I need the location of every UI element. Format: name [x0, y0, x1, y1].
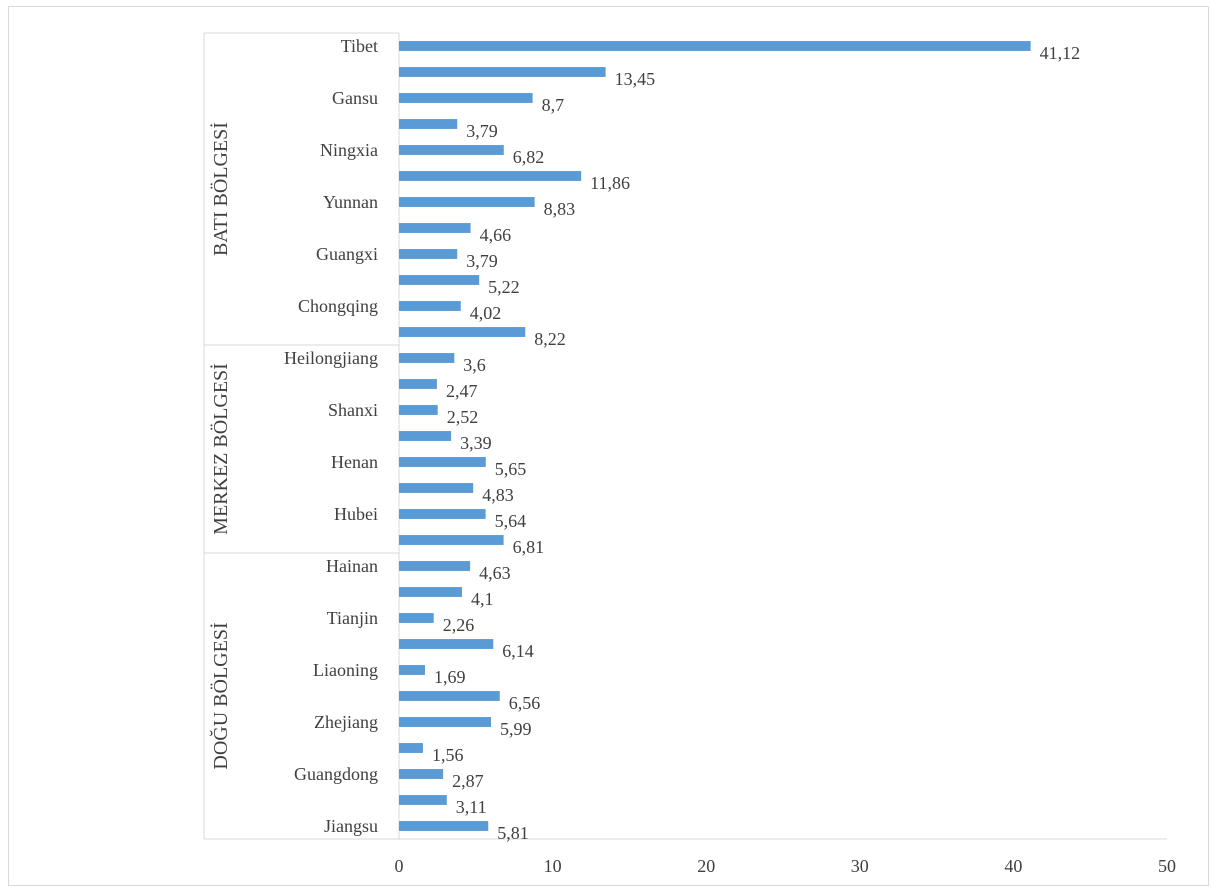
group-label: MERKEZ BÖLGESİ [209, 363, 232, 535]
data-label: 6,82 [513, 147, 545, 167]
data-label: 4,83 [482, 485, 514, 505]
data-label: 1,69 [434, 667, 466, 687]
bar [399, 691, 500, 701]
category-label: Heilongjiang [284, 348, 378, 368]
category-label: Tianjin [327, 608, 378, 628]
category-label: Hubei [334, 504, 378, 524]
category-label: Ningxia [320, 140, 378, 160]
data-label: 3,79 [466, 251, 498, 271]
category-label: Chongqing [298, 296, 378, 316]
bar [399, 535, 504, 545]
x-tick-label: 40 [1004, 856, 1022, 876]
category-label: Gansu [332, 88, 378, 108]
bar [399, 795, 447, 805]
bar [399, 457, 486, 467]
x-tick-label: 20 [697, 856, 715, 876]
data-label: 41,12 [1040, 43, 1081, 63]
data-label: 6,81 [513, 537, 545, 557]
bar [399, 41, 1031, 51]
category-label: Henan [331, 452, 378, 472]
data-label: 8,7 [542, 95, 565, 115]
data-label: 5,64 [495, 511, 526, 531]
bar [399, 613, 434, 623]
data-label: 3,6 [463, 355, 486, 375]
bar [399, 301, 461, 311]
data-label: 2,26 [443, 615, 475, 635]
bar [399, 171, 582, 181]
category-label: Guangdong [294, 764, 378, 784]
bar [399, 665, 425, 675]
bar [399, 67, 606, 77]
data-label: 4,66 [480, 225, 512, 245]
bar [399, 509, 486, 519]
bar [399, 821, 489, 831]
bar [399, 483, 474, 493]
chart-area [8, 6, 1209, 886]
data-label: 5,99 [500, 719, 532, 739]
bar [399, 431, 452, 441]
data-label: 2,52 [447, 407, 479, 427]
category-label: Shanxi [328, 400, 378, 420]
bar [399, 119, 458, 129]
data-label: 5,65 [495, 459, 527, 479]
bar [399, 353, 455, 363]
data-label: 2,87 [452, 771, 484, 791]
bar [399, 717, 492, 727]
data-label: 4,02 [470, 303, 502, 323]
category-label: Guangxi [316, 244, 378, 264]
data-label: 8,22 [534, 329, 566, 349]
x-tick-label: 30 [851, 856, 869, 876]
x-tick-label: 50 [1158, 856, 1176, 876]
category-label: Zhejiang [314, 712, 378, 732]
bar [399, 405, 438, 415]
data-label: 3,79 [466, 121, 498, 141]
bar [399, 249, 458, 259]
data-label: 4,1 [471, 589, 494, 609]
data-label: 6,14 [502, 641, 534, 661]
bar [399, 327, 526, 337]
x-tick-label: 10 [544, 856, 562, 876]
group-label: DOĞU BÖLGESİ [209, 622, 232, 769]
bar [399, 639, 494, 649]
bar [399, 561, 471, 571]
bar [399, 743, 423, 753]
bar [399, 587, 462, 597]
data-label: 5,22 [488, 277, 520, 297]
data-label: 1,56 [432, 745, 464, 765]
data-label: 6,56 [509, 693, 541, 713]
bar [399, 379, 437, 389]
bar [399, 223, 471, 233]
bar [399, 93, 533, 103]
data-label: 3,11 [456, 797, 487, 817]
bar [399, 275, 480, 285]
category-label: Tibet [341, 36, 378, 56]
group-label: BATI BÖLGESİ [209, 122, 232, 256]
data-label: 13,45 [615, 69, 656, 89]
data-label: 4,63 [479, 563, 511, 583]
category-label: Yunnan [323, 192, 378, 212]
category-label: Hainan [326, 556, 378, 576]
bar [399, 769, 444, 779]
data-label: 3,39 [460, 433, 492, 453]
data-label: 11,86 [590, 173, 630, 193]
data-label: 2,47 [446, 381, 478, 401]
category-label: Liaoning [313, 660, 378, 680]
bar [399, 197, 535, 207]
data-label: 8,83 [544, 199, 576, 219]
category-label: Jiangsu [324, 816, 378, 836]
bar [399, 145, 504, 155]
x-tick-label: 0 [395, 856, 404, 876]
data-label: 5,81 [497, 823, 528, 843]
